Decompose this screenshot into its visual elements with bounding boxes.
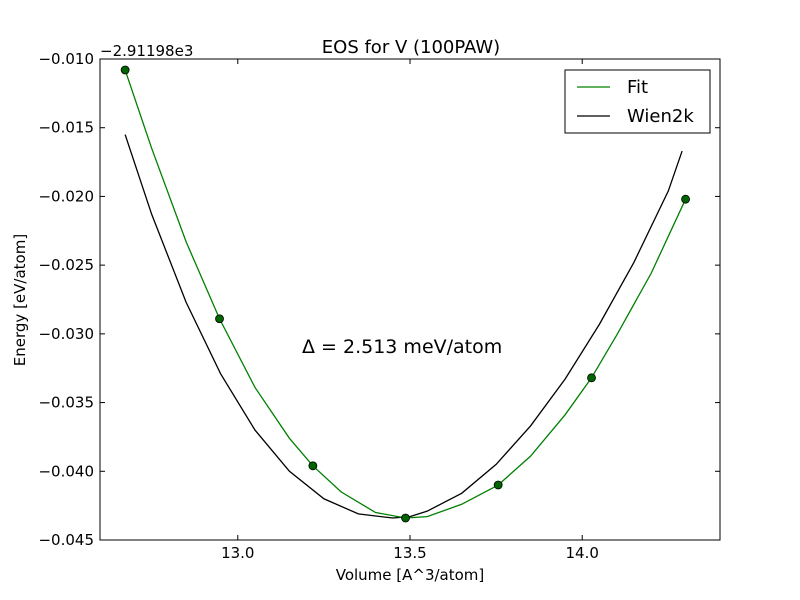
y-tick-label: −0.020 <box>38 187 94 205</box>
y-axis-ticks: −0.045 −0.040 −0.035 −0.030 −0.025 −0.020 −0.0… <box>38 50 720 549</box>
y-tick-label: −0.045 <box>38 531 94 549</box>
y-tick-label: −0.015 <box>38 119 94 137</box>
chart-title: EOS for V (100PAW) <box>322 37 500 58</box>
data-point <box>401 513 410 523</box>
data-point <box>120 65 130 75</box>
legend: Fit Wien2k <box>564 69 711 134</box>
x-axis-ticks: 13.0 13.5 14.0 <box>221 59 599 562</box>
x-tick-label: 14.0 <box>566 544 599 562</box>
series-line-wien2k <box>124 134 683 519</box>
data-point <box>681 194 690 204</box>
y-axis-label: Energy [eV/atom] <box>11 234 29 366</box>
data-point <box>587 373 596 383</box>
data-point <box>215 314 224 324</box>
y-tick-label: −0.025 <box>38 256 94 274</box>
plot-area <box>120 65 690 523</box>
y-tick-label: −0.010 <box>38 50 94 68</box>
y-tick-label: −0.035 <box>38 394 94 412</box>
x-axis-label: Volume [A^3/atom] <box>336 566 485 584</box>
legend-label-wien2k: Wien2k <box>627 106 694 127</box>
delta-annotation: Δ = 2.513 meV/atom <box>302 336 502 358</box>
data-point <box>493 480 503 490</box>
x-tick-label: 13.5 <box>393 544 426 562</box>
data-point <box>308 461 318 471</box>
y-axis-offset-label: −2.91198e3 <box>100 42 193 60</box>
y-tick-label: −0.040 <box>38 462 94 480</box>
y-tick-label: −0.030 <box>38 325 94 343</box>
x-tick-label: 13.0 <box>221 544 254 562</box>
legend-label-fit: Fit <box>627 77 648 98</box>
legend-box <box>564 69 711 134</box>
